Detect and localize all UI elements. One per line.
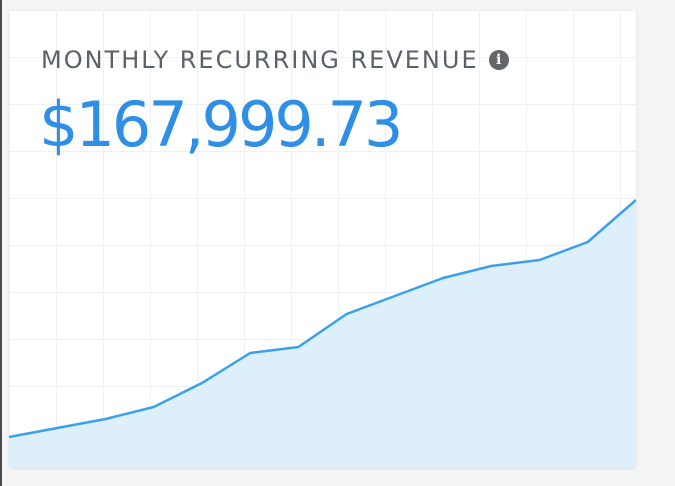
chart-point-2: [55, 426, 59, 430]
mrr-card: MONTHLY RECURRING REVENUE i $167,999.73: [9, 10, 636, 468]
info-icon[interactable]: i: [488, 50, 509, 70]
chart-series-line: [9, 199, 636, 439]
chart-point-11: [489, 264, 493, 268]
chart-point-6: [248, 351, 252, 355]
chart-point-9: [393, 294, 397, 298]
chart-point-3: [103, 417, 107, 421]
mrr-area-chart: [9, 199, 636, 468]
card-header: MONTHLY RECURRING REVENUE i: [41, 46, 509, 74]
chart-point-4: [152, 405, 156, 409]
card-title: MONTHLY RECURRING REVENUE: [41, 46, 479, 74]
chart-area-fill: [9, 200, 636, 468]
chart-point-13: [586, 240, 590, 244]
chart-point-8: [345, 312, 349, 316]
chart-point-5: [200, 381, 204, 385]
mrr-value: $167,999.73: [39, 88, 403, 161]
window-edge: [0, 0, 2, 486]
chart-point-10: [441, 276, 445, 280]
chart-point-7: [296, 345, 300, 349]
chart-point-12: [538, 258, 542, 262]
